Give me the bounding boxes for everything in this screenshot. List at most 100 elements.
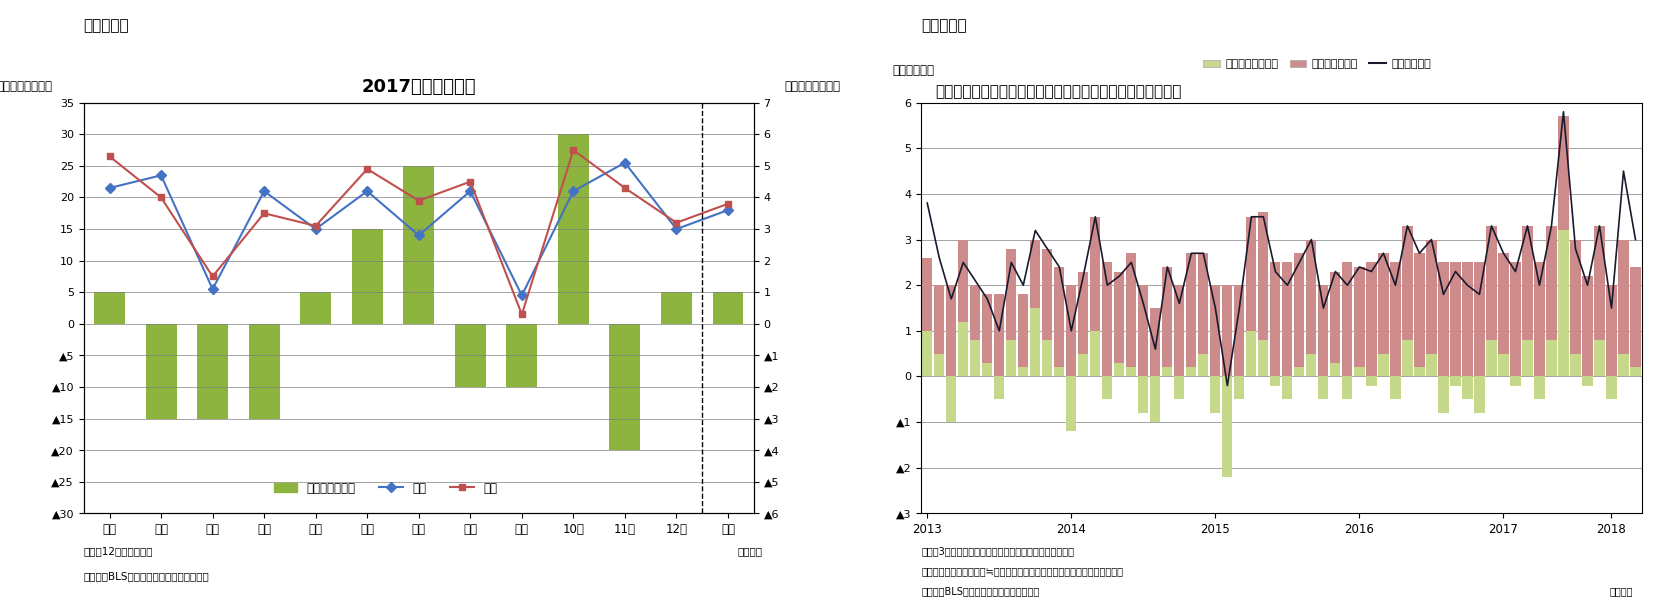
Bar <box>712 292 744 324</box>
Bar <box>1523 226 1533 340</box>
Bar <box>1114 363 1124 376</box>
Bar <box>1427 240 1437 354</box>
Bar <box>1054 367 1064 376</box>
Bar <box>1054 267 1064 367</box>
Bar <box>1546 340 1556 376</box>
Bar <box>1030 240 1040 308</box>
Bar <box>1067 285 1077 376</box>
Bar <box>1318 285 1328 376</box>
Bar <box>1630 267 1640 367</box>
Bar <box>1258 212 1268 340</box>
Bar <box>1102 262 1112 376</box>
Text: （改定幅、万人）: （改定幅、万人） <box>786 80 841 94</box>
Legend: 改定幅（右軸）, 前回, 今回: 改定幅（右軸）, 前回, 今回 <box>268 477 502 500</box>
Bar <box>248 324 280 419</box>
Bar <box>1223 285 1233 376</box>
Bar <box>1414 367 1424 376</box>
Bar <box>946 285 956 376</box>
Bar <box>1367 262 1377 376</box>
Bar <box>1174 285 1184 376</box>
Text: （月次）: （月次） <box>737 547 762 557</box>
Text: （図表３）: （図表３） <box>84 18 129 33</box>
Bar <box>1090 217 1100 331</box>
Bar <box>1523 340 1533 376</box>
Bar <box>146 324 176 419</box>
Bar <box>1451 262 1461 376</box>
Bar <box>1151 376 1161 422</box>
Bar <box>1486 226 1496 340</box>
Bar <box>946 376 956 422</box>
Bar <box>1439 376 1449 413</box>
Bar <box>1330 363 1340 376</box>
Bar <box>1511 262 1521 376</box>
Bar <box>1451 376 1461 385</box>
Bar <box>1330 272 1340 363</box>
Bar <box>1402 226 1412 340</box>
Bar <box>1486 340 1496 376</box>
Bar <box>1571 240 1581 354</box>
Bar <box>1342 376 1352 399</box>
Bar <box>1270 262 1280 376</box>
Bar <box>1402 340 1412 376</box>
Bar <box>1534 376 1544 399</box>
Bar <box>1114 272 1124 363</box>
Bar <box>1139 285 1149 376</box>
Text: （月次）: （月次） <box>1610 586 1633 597</box>
Bar <box>1211 376 1221 413</box>
Bar <box>1558 231 1568 376</box>
Bar <box>1595 340 1605 376</box>
Bar <box>1379 354 1389 376</box>
Bar <box>506 324 538 387</box>
Bar <box>1234 376 1245 399</box>
Bar <box>1474 376 1484 413</box>
Bar <box>1618 240 1628 354</box>
Bar <box>456 324 486 387</box>
Bar <box>1355 267 1365 367</box>
Bar <box>1462 376 1472 399</box>
Bar <box>1474 262 1484 376</box>
Text: （資料）BLSよりニッセイ基礎研究所作成: （資料）BLSよりニッセイ基礎研究所作成 <box>84 571 209 581</box>
Bar <box>610 324 640 450</box>
Bar <box>1246 217 1256 331</box>
Bar <box>1546 226 1556 340</box>
Bar <box>923 331 933 376</box>
Bar <box>1079 272 1089 354</box>
Bar <box>935 354 945 376</box>
Bar <box>1139 376 1149 413</box>
Bar <box>1558 117 1568 231</box>
Bar <box>662 292 692 324</box>
Bar <box>94 292 126 324</box>
Bar <box>935 285 945 354</box>
Bar <box>1090 331 1100 376</box>
Bar <box>995 294 1005 376</box>
Bar <box>1390 262 1400 376</box>
Bar <box>198 324 228 419</box>
Bar <box>1342 262 1352 376</box>
Bar <box>1595 226 1605 340</box>
Bar <box>300 292 332 324</box>
Text: （年率、％）: （年率、％） <box>893 64 935 77</box>
Bar <box>1067 376 1077 431</box>
Bar <box>1270 376 1280 385</box>
Bar <box>1618 354 1628 376</box>
Bar <box>1630 367 1640 376</box>
Bar <box>1390 376 1400 399</box>
Bar <box>1462 262 1472 376</box>
Bar <box>1162 367 1172 376</box>
Bar <box>1126 253 1136 367</box>
Bar <box>1018 294 1028 367</box>
Bar <box>1007 340 1017 376</box>
Bar <box>1414 253 1424 367</box>
Bar <box>1606 376 1616 399</box>
Bar <box>958 240 968 322</box>
Text: 週当たり賃金伸び率≒週当たり労働時間伸び率＋時間当たり賃金伸び率: 週当たり賃金伸び率≒週当たり労働時間伸び率＋時間当たり賃金伸び率 <box>921 567 1124 577</box>
Bar <box>982 363 992 376</box>
Bar <box>1583 276 1593 376</box>
Bar <box>1151 308 1161 376</box>
Bar <box>1439 262 1449 376</box>
Bar <box>995 376 1005 399</box>
Bar <box>1499 253 1509 354</box>
Bar <box>970 285 980 340</box>
Bar <box>404 166 434 324</box>
Legend: 週当たり労働時間, 時間当たり賃金, 週当たり賃金: 週当たり労働時間, 時間当たり賃金, 週当たり賃金 <box>1199 55 1435 74</box>
